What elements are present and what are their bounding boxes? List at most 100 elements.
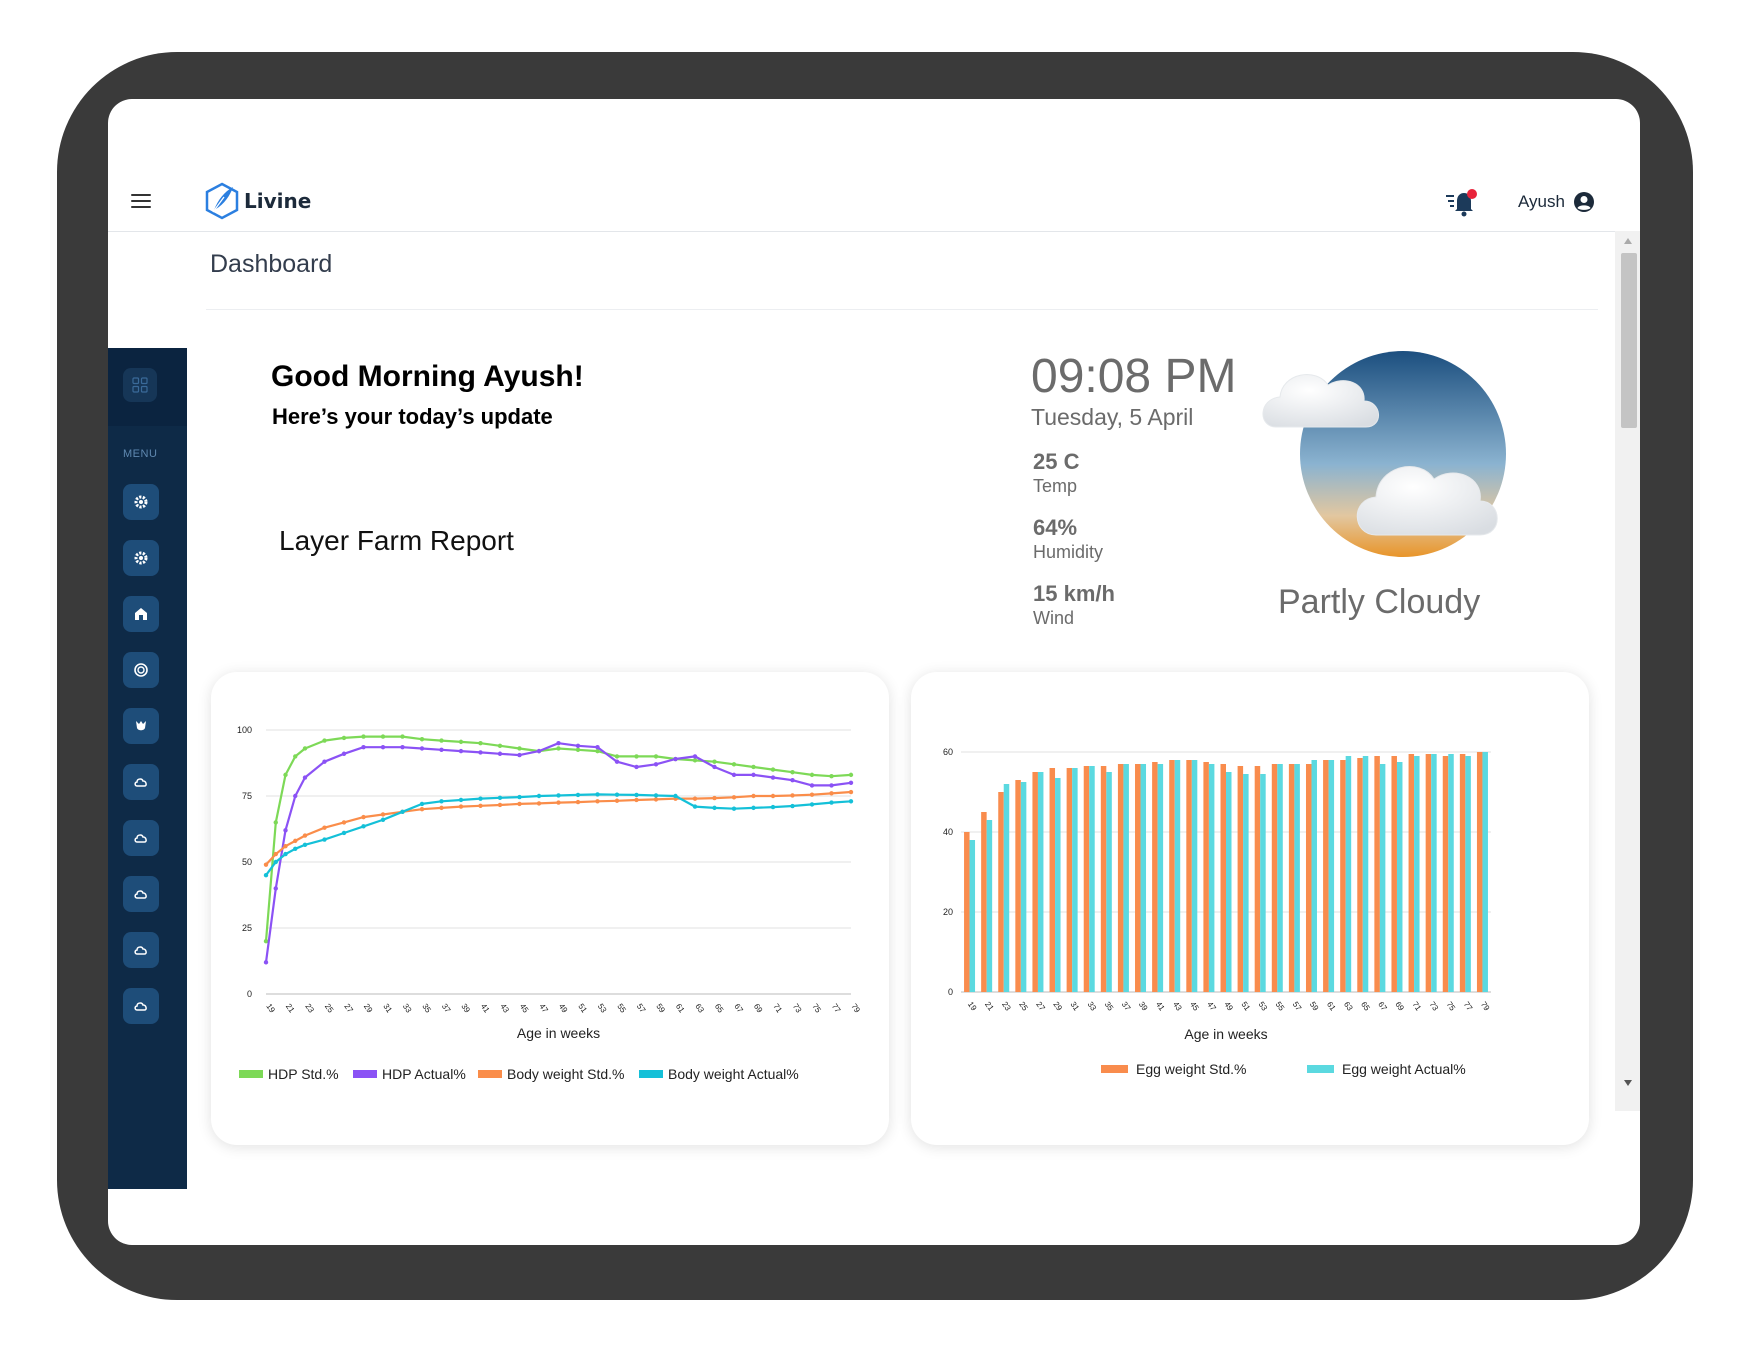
data-point — [595, 792, 600, 797]
x-tick-label: 23 — [303, 1002, 316, 1015]
x-tick-label: 79 — [1479, 1000, 1492, 1013]
data-point — [322, 759, 327, 764]
x-tick-label: 63 — [1342, 1000, 1355, 1013]
sidebar-item-weather-1[interactable] — [123, 764, 159, 800]
data-point — [419, 807, 425, 812]
data-point — [400, 809, 405, 815]
bar — [1362, 756, 1369, 992]
legend-label: Egg weight Std.% — [1136, 1061, 1247, 1077]
data-point — [517, 746, 522, 751]
data-point — [634, 754, 639, 759]
data-point — [517, 801, 522, 807]
sidebar-item-hen[interactable] — [123, 708, 159, 744]
bar — [1277, 764, 1283, 992]
bar — [1448, 754, 1454, 992]
data-point — [848, 772, 854, 778]
data-point — [692, 758, 698, 763]
cloud-icon — [134, 946, 147, 955]
data-point — [712, 805, 717, 811]
data-point — [419, 737, 425, 742]
data-point — [283, 851, 288, 857]
cloud-icon — [134, 890, 147, 899]
bar — [1226, 772, 1232, 992]
y-tick-label: 0 — [247, 989, 252, 999]
x-tick-label: 75 — [1445, 1000, 1458, 1013]
x-tick-label: 45 — [1188, 1000, 1201, 1013]
data-point — [361, 734, 366, 739]
cloud-icon — [134, 834, 147, 843]
series-line — [264, 735, 852, 942]
data-point — [595, 744, 600, 750]
scroll-up-arrow-icon[interactable] — [1623, 237, 1633, 245]
data-point — [634, 764, 639, 770]
x-tick-label: 21 — [284, 1002, 297, 1015]
bar — [1140, 764, 1147, 992]
bar — [1288, 764, 1295, 992]
data-point — [263, 960, 269, 965]
data-point — [273, 820, 278, 825]
data-point — [790, 777, 795, 783]
dashboard-grid-button[interactable] — [123, 368, 157, 402]
data-point — [302, 833, 308, 838]
data-point — [380, 734, 386, 739]
x-tick-label: 75 — [810, 1002, 823, 1015]
data-point — [293, 793, 298, 799]
data-point — [731, 772, 737, 778]
notification-bell-icon[interactable] — [1444, 187, 1482, 217]
sidebar-item-weather-2[interactable] — [123, 820, 159, 856]
sidebar-item-settings-1[interactable] — [123, 484, 159, 520]
data-point — [380, 817, 386, 822]
sidebar-item-egg[interactable] — [123, 652, 159, 688]
data-point — [419, 801, 425, 807]
data-point — [273, 859, 278, 865]
wind-value: 15 km/h — [1033, 581, 1115, 606]
x-tick-label: 41 — [479, 1002, 492, 1015]
y-tick-label: 50 — [242, 857, 252, 867]
data-point — [614, 798, 620, 803]
data-point — [302, 746, 308, 751]
sidebar-item-weather-5[interactable] — [123, 988, 159, 1024]
x-tick-label: 39 — [1137, 1000, 1150, 1013]
data-point — [497, 751, 503, 756]
scroll-down-arrow-icon[interactable] — [1623, 1079, 1633, 1087]
legend-swatch — [478, 1070, 502, 1078]
data-point — [809, 792, 815, 797]
sidebar-head — [108, 348, 187, 426]
bar — [1431, 754, 1437, 992]
x-tick-label: 47 — [537, 1002, 550, 1015]
x-tick-label: 59 — [654, 1002, 667, 1015]
x-tick-label: 29 — [1051, 1000, 1064, 1013]
sidebar-item-barn[interactable] — [123, 596, 159, 632]
x-tick-label: 71 — [1410, 1000, 1423, 1013]
scrollbar-thumb[interactable] — [1621, 253, 1637, 428]
humidity-label: Humidity — [1033, 542, 1104, 562]
data-point — [809, 802, 815, 807]
bar — [1408, 754, 1415, 992]
sidebar-item-settings-2[interactable] — [123, 540, 159, 576]
bar — [1328, 760, 1335, 992]
bar — [1425, 754, 1432, 992]
x-tick-label: 31 — [381, 1002, 394, 1015]
x-tick-label: 19 — [966, 1000, 979, 1013]
data-point — [293, 754, 298, 759]
hamburger-menu-icon[interactable] — [131, 194, 151, 210]
app-logo[interactable]: Livine — [204, 182, 311, 220]
user-menu[interactable]: Ayush — [1518, 191, 1595, 213]
x-tick-label: 43 — [498, 1002, 511, 1015]
bar — [1066, 768, 1073, 992]
x-tick-label: 79 — [849, 1002, 862, 1015]
page-scrollbar[interactable] — [1615, 231, 1640, 1111]
user-name: Ayush — [1518, 192, 1565, 211]
data-point — [478, 803, 483, 808]
x-tick-label: 27 — [1034, 1000, 1047, 1013]
x-tick-label: 53 — [596, 1002, 609, 1015]
sidebar-item-weather-4[interactable] — [123, 932, 159, 968]
data-point — [497, 743, 503, 749]
bar — [1049, 768, 1056, 992]
bar — [1357, 758, 1363, 992]
x-tick-label: 45 — [518, 1002, 531, 1015]
bar — [1220, 764, 1226, 992]
sidebar-item-weather-3[interactable] — [123, 876, 159, 912]
x-tick-label: 37 — [440, 1002, 453, 1015]
humidity-value: 64% — [1033, 515, 1078, 540]
